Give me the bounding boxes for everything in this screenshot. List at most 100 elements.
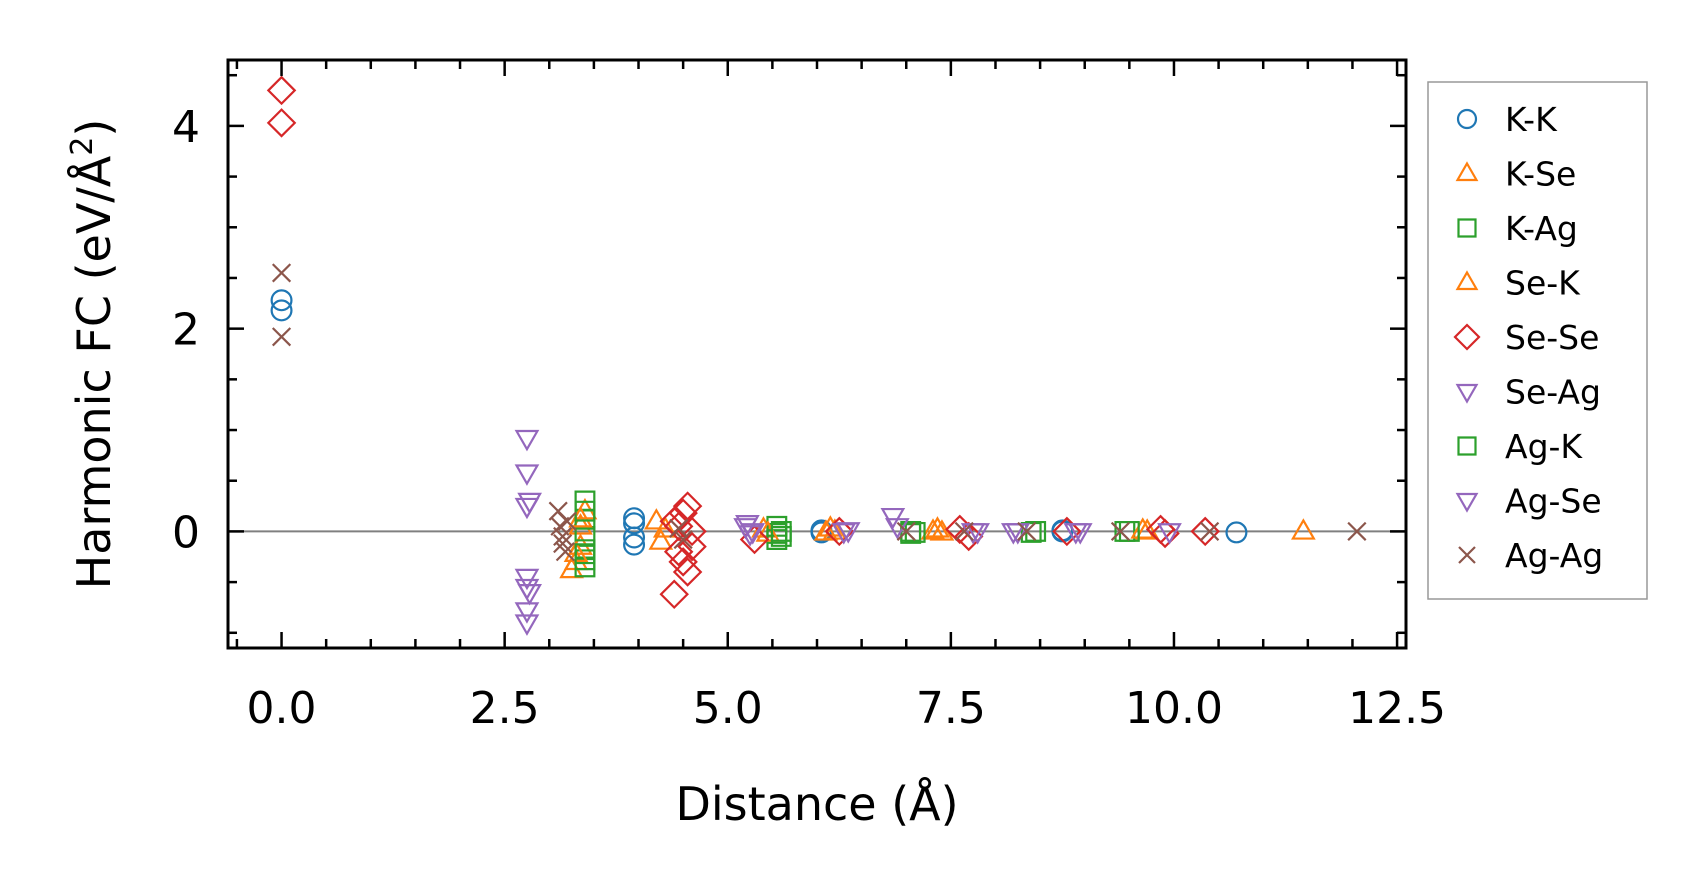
x-tick-label: 12.5 bbox=[1348, 683, 1446, 734]
y-axis-title-end: ) bbox=[67, 119, 121, 137]
legend-label: K-K bbox=[1505, 100, 1558, 139]
data-point bbox=[1225, 521, 1248, 544]
legend-label: Se-Ag bbox=[1505, 373, 1601, 412]
data-point bbox=[1200, 521, 1220, 541]
legend-marker-ag-se bbox=[1455, 492, 1479, 513]
data-point bbox=[623, 533, 646, 556]
data-point bbox=[266, 108, 297, 138]
legend: K-K K-Se K-Ag Se-K Se-Se Se-Ag Ag-K Ag-Se Ag-Ag bbox=[1427, 81, 1648, 600]
data-point bbox=[668, 547, 698, 577]
y-tick-label: 2 bbox=[172, 305, 200, 356]
series-ag-ag bbox=[271, 263, 1367, 562]
data-point bbox=[514, 614, 540, 636]
data-point bbox=[574, 556, 596, 578]
data-point bbox=[514, 602, 540, 624]
data-point bbox=[672, 491, 703, 521]
data-point bbox=[1052, 516, 1082, 547]
data-point bbox=[824, 516, 855, 547]
data-point bbox=[659, 579, 689, 610]
series-ag-se bbox=[517, 492, 1089, 606]
data-point bbox=[271, 263, 292, 283]
data-point bbox=[920, 518, 946, 540]
data-point bbox=[517, 583, 542, 606]
y-axis-title-main: Harmonic FC (eV/Å bbox=[67, 155, 121, 589]
data-point bbox=[896, 521, 916, 541]
data-point bbox=[623, 526, 646, 549]
series-se-se bbox=[266, 75, 1220, 610]
data-point bbox=[648, 528, 674, 550]
data-point bbox=[1005, 523, 1031, 545]
data-point bbox=[555, 542, 575, 562]
data-point bbox=[766, 529, 788, 550]
data-point bbox=[270, 299, 293, 322]
data-marks bbox=[266, 75, 1367, 636]
legend-marker-k-k bbox=[1456, 108, 1478, 130]
data-point bbox=[652, 516, 678, 538]
legend-label: Se-K bbox=[1505, 264, 1581, 303]
data-point bbox=[663, 536, 694, 567]
y-axis-title-superscript: 2 bbox=[65, 137, 100, 156]
y-tick-label: 4 bbox=[172, 102, 200, 153]
legend-marker-se-se bbox=[1453, 323, 1481, 351]
legend-marker-ag-ag bbox=[1458, 546, 1476, 564]
data-point bbox=[1110, 521, 1130, 541]
plot-frame bbox=[226, 58, 1408, 650]
x-tick-label: 2.5 bbox=[470, 683, 540, 734]
y-tick-label: 0 bbox=[172, 507, 200, 558]
data-point bbox=[673, 529, 693, 550]
legend-marker-ag-k bbox=[1457, 436, 1477, 456]
data-point bbox=[1157, 523, 1182, 545]
data-point bbox=[904, 521, 926, 543]
legend-marker-k-se bbox=[1455, 161, 1479, 182]
axis-tick-labels: 0.0 2.5 5.0 7.5 10.0 12.5 0 2 4 bbox=[172, 102, 1446, 734]
x-tick-label: 10.0 bbox=[1125, 683, 1223, 734]
data-point bbox=[1347, 521, 1367, 541]
data-point bbox=[672, 557, 703, 587]
data-point bbox=[1150, 518, 1180, 549]
data-point bbox=[770, 526, 792, 547]
legend-marker-se-ag bbox=[1455, 383, 1479, 404]
data-point bbox=[514, 429, 540, 452]
data-point bbox=[677, 531, 707, 562]
data-point bbox=[1118, 520, 1140, 542]
data-point bbox=[270, 289, 293, 312]
data-point bbox=[271, 327, 292, 347]
data-point bbox=[266, 75, 297, 106]
x-tick-label: 7.5 bbox=[916, 683, 986, 734]
data-point bbox=[517, 492, 542, 515]
series-ag-k bbox=[574, 500, 1140, 565]
legend-marker-k-ag bbox=[1457, 218, 1477, 238]
data-point bbox=[737, 525, 763, 547]
data-point bbox=[965, 523, 990, 545]
data-point bbox=[1291, 518, 1316, 540]
legend-label: Ag-Se bbox=[1505, 482, 1602, 521]
data-point bbox=[669, 518, 689, 538]
legend-label: Ag-Ag bbox=[1505, 536, 1603, 575]
data-point bbox=[925, 516, 950, 538]
data-point bbox=[953, 521, 984, 552]
y-axis-title: Harmonic FC (eV/Å2) bbox=[65, 119, 121, 590]
data-point bbox=[557, 511, 577, 531]
data-point bbox=[574, 543, 596, 565]
data-point bbox=[822, 518, 848, 540]
data-point bbox=[1063, 523, 1089, 545]
data-point bbox=[954, 521, 974, 541]
data-point bbox=[514, 464, 540, 486]
data-point bbox=[740, 523, 766, 545]
x-axis-title: Distance (Å) bbox=[675, 777, 958, 831]
data-point bbox=[553, 526, 573, 547]
legend-marker-se-k bbox=[1455, 270, 1479, 291]
x-tick-label: 0.0 bbox=[247, 683, 317, 734]
x-tick-label: 5.0 bbox=[693, 683, 763, 734]
plot-area-background bbox=[228, 60, 1406, 648]
legend-label: Ag-K bbox=[1505, 427, 1583, 466]
legend-label: K-Ag bbox=[1505, 209, 1578, 248]
legend-label: K-Se bbox=[1505, 155, 1576, 194]
data-point bbox=[677, 516, 707, 547]
data-point bbox=[1017, 521, 1037, 541]
legend-label: Se-Se bbox=[1505, 318, 1599, 357]
data-point bbox=[835, 522, 861, 544]
data-point bbox=[1025, 520, 1047, 542]
data-point bbox=[623, 512, 646, 535]
